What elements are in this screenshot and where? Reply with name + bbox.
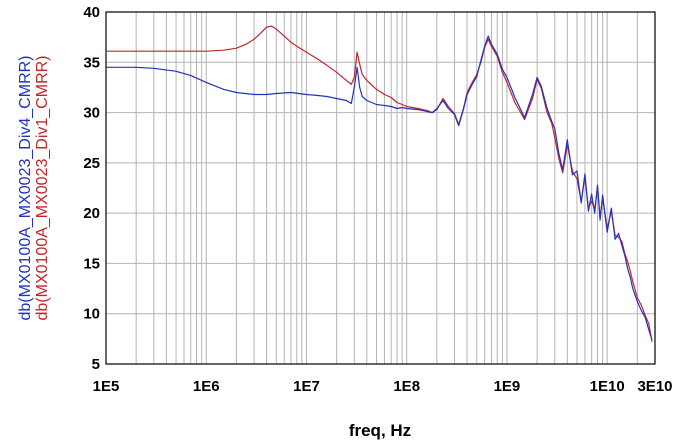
x-tick-label: 1E7 [293,378,320,395]
y-tick-label: 25 [83,155,100,172]
series-line-1 [106,25,653,343]
y-tick-labels: 5 10 15 20 25 30 35 40 [83,4,100,373]
grid [106,12,655,364]
x-tick-label: 1E9 [494,378,521,395]
y-tick-label: 5 [92,356,100,373]
y-axis-series-label: db(MX0100A_MX0023_Div4_CMRR) [17,55,34,320]
x-tick-label: 1E5 [93,378,120,395]
y-tick-label: 20 [83,205,100,222]
x-tick-label: 1E10 [590,378,625,395]
y-tick-label: 35 [83,54,100,71]
x-tick-label: 1E6 [193,378,220,395]
y-tick-label: 30 [83,105,100,122]
y-tick-label: 15 [83,255,100,272]
y-tick-label: 40 [83,4,100,21]
x-tick-label: 1E8 [393,378,420,395]
plot-frame [105,11,656,365]
series-line-2 [106,35,653,341]
y-axis-legend-labels: db(MX0100A_MX0023_Div4_CMRR) db(MX0100A_M… [17,55,51,320]
y-tick-label: 10 [83,306,100,323]
y-axis-series-label: db(MX0100A_MX0023_Div1_CMRR) [34,55,51,320]
x-tick-labels: 1E5 1E6 1E7 1E8 1E9 1E10 3E10 [93,378,673,395]
series-group [106,25,653,343]
x-axis-title: freq, Hz [349,421,411,440]
x-tick-label: 3E10 [637,378,672,395]
